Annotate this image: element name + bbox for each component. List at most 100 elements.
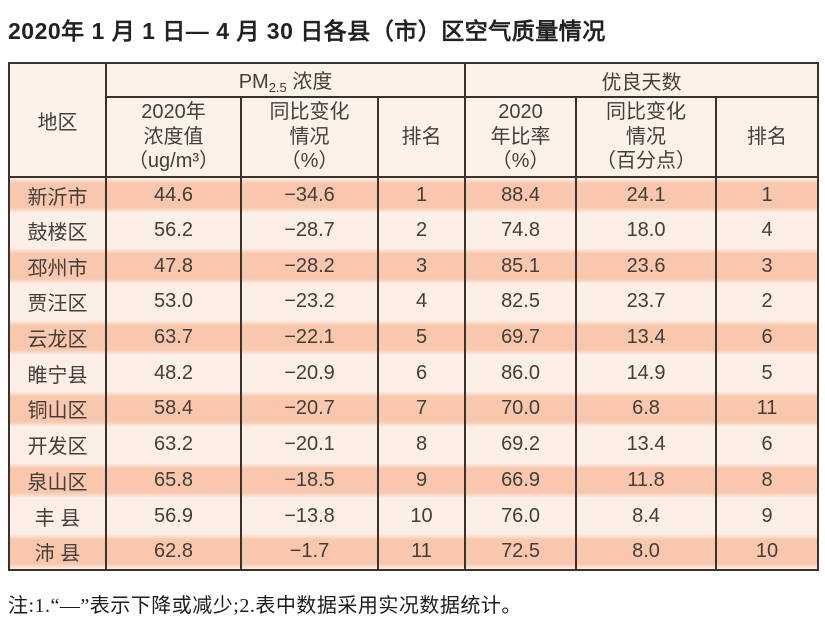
value-cell: 8.4 [575,498,718,534]
value-cell: −20.9 [240,355,379,392]
value-cell: 9 [715,498,820,534]
column-group-good-days: 优良天数 [464,62,820,98]
value-cell: 70.0 [464,391,578,427]
value-cell: 56.9 [105,498,242,534]
value-cell: 76.0 [464,498,578,534]
value-cell: 85.1 [464,248,578,285]
value-cell: 7 [376,391,467,427]
table-row: 睢宁县 48.2 −20.9 6 86.0 14.9 5 [8,355,820,392]
value-cell: 23.7 [575,284,718,320]
value-cell: 13.4 [575,426,718,463]
value-cell: 3 [376,248,467,285]
pm25-label-main: PM [238,71,269,93]
value-cell: 63.2 [105,426,242,463]
footnote: 注:1.“—”表示下降或减少;2.表中数据采用实况数据统计。 [8,594,522,617]
value-cell: 48.2 [105,355,242,392]
value-cell: 6 [376,355,467,392]
header-sub-row: 2020年 浓度值 （ug/m³） 同比变化 情况 （%） 排名 2020 年比… [9,96,820,178]
value-cell: 6.8 [575,391,718,427]
value-cell: 8 [715,462,820,499]
value-cell: −22.1 [240,319,379,356]
value-cell: −20.7 [240,391,379,427]
region-cell: 云龙区 [8,319,107,356]
value-cell: 11 [376,533,467,570]
value-cell: 66.9 [464,462,578,499]
value-cell: 2 [376,212,467,249]
value-cell: 8.0 [575,533,718,570]
value-cell: 9 [376,462,467,499]
value-cell: −28.2 [240,248,379,285]
value-cell: 23.6 [575,248,718,285]
value-cell: 86.0 [464,355,578,392]
value-cell: 11.8 [575,462,718,499]
value-cell: 2 [715,284,820,320]
value-cell: 44.6 [105,177,242,213]
column-header-pm25-value: 2020年 浓度值 （ug/m³） [105,96,242,178]
region-cell: 新沂市 [8,177,107,213]
region-cell: 泉山区 [8,462,107,499]
value-cell: 3 [715,248,820,285]
value-cell: 10 [376,498,467,534]
air-quality-table: 地区 PM2.5 浓度 优良天数 2020年 浓度值 （ug/m³） 同比变化 … [8,62,820,571]
value-cell: 1 [715,177,820,213]
column-header-pm25-change: 同比变化 情况 （%） [240,96,379,178]
value-cell: 13.4 [575,319,718,356]
value-cell: 65.8 [105,462,242,499]
region-cell: 开发区 [8,426,107,463]
value-cell: 69.7 [464,319,578,356]
value-cell: 1 [376,177,467,213]
region-cell: 睢宁县 [8,355,107,392]
column-header-pm25-rank: 排名 [376,96,467,178]
region-cell: 铜山区 [8,391,107,427]
value-cell: 4 [715,212,820,249]
table-row: 泉山区 65.8 −18.5 9 66.9 11.8 8 [8,462,820,499]
column-header-gooddays-change: 同比变化 情况 （百分点） [575,96,718,178]
value-cell: 4 [376,284,467,320]
table-row: 云龙区 63.7 −22.1 5 69.7 13.4 6 [8,319,820,356]
region-cell: 丰 县 [8,498,107,534]
value-cell: 88.4 [464,177,578,213]
region-cell: 贾汪区 [8,284,107,320]
value-cell: −1.7 [240,533,379,570]
value-cell: 8 [376,426,467,463]
value-cell: 72.5 [464,533,578,570]
value-cell: 6 [715,319,820,356]
region-cell: 邳州市 [8,248,107,285]
value-cell: −18.5 [240,462,379,499]
value-cell: −28.7 [240,212,379,249]
column-group-pm25: PM2.5 浓度 [104,62,467,98]
table-header: 地区 PM2.5 浓度 优良天数 2020年 浓度值 （ug/m³） 同比变化 … [8,62,820,178]
table-row: 丰 县 56.9 −13.8 10 76.0 8.4 9 [8,498,820,534]
value-cell: 53.0 [105,284,242,320]
value-cell: 82.5 [464,284,578,320]
value-cell: 69.2 [464,426,578,463]
value-cell: 62.8 [105,533,242,570]
column-header-region: 地区 [8,62,107,178]
table-row: 沛 县 62.8 −1.7 11 72.5 8.0 10 [8,533,820,570]
value-cell: 58.4 [105,391,242,427]
pm25-label-sub: 2.5 [268,80,287,95]
value-cell: −13.8 [240,498,379,534]
value-cell: 63.7 [105,319,242,356]
value-cell: −20.1 [240,426,379,463]
column-header-gooddays-rank: 排名 [715,96,820,178]
region-cell: 沛 县 [8,533,107,570]
value-cell: −34.6 [240,177,379,213]
value-cell: 5 [715,355,820,392]
value-cell: 5 [376,319,467,356]
table-row: 开发区 63.2 −20.1 8 69.2 13.4 6 [8,426,820,463]
table-row: 鼓楼区 56.2 −28.7 2 74.8 18.0 4 [8,212,820,249]
table-row: 邳州市 47.8 −28.2 3 85.1 23.6 3 [8,248,820,285]
header-group-row: 地区 PM2.5 浓度 优良天数 [8,62,820,178]
value-cell: −23.2 [240,284,379,320]
pm25-label-rest: 浓度 [286,71,333,93]
page-title: 2020年 1 月 1 日— 4 月 30 日各县（市）区空气质量情况 [8,18,606,44]
value-cell: 11 [715,391,820,427]
value-cell: 14.9 [575,355,718,392]
region-cell: 鼓楼区 [8,212,107,249]
value-cell: 74.8 [464,212,578,249]
column-header-gooddays-ratio: 2020 年比率 （%） [464,96,578,178]
value-cell: 10 [715,533,820,570]
value-cell: 6 [715,426,820,463]
